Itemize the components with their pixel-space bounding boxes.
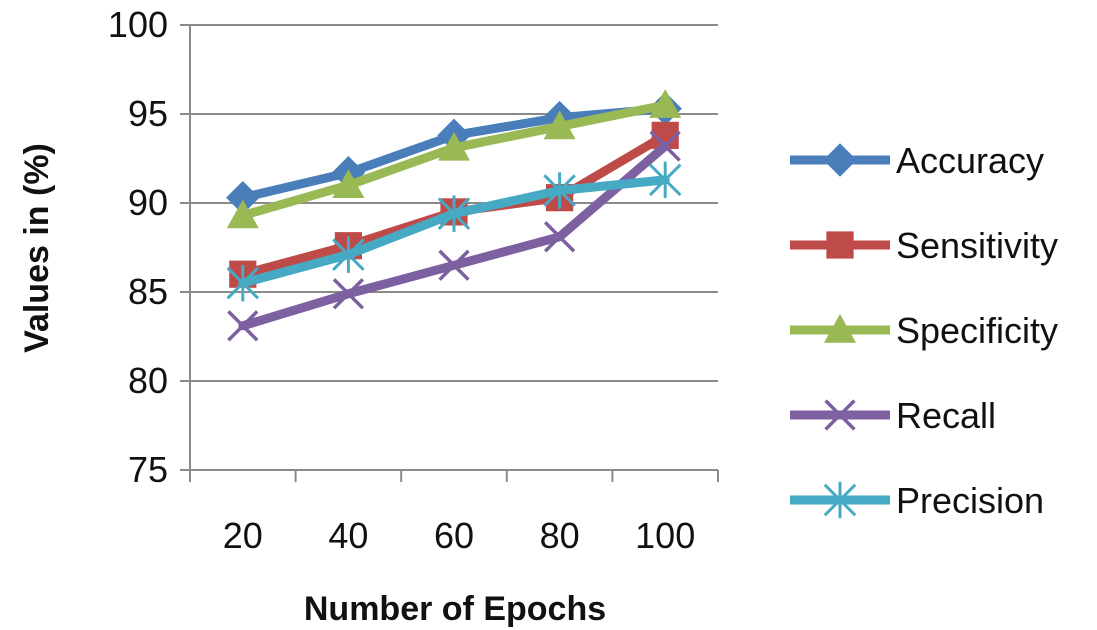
data-point-precision: [543, 172, 576, 209]
series-specificity: [226, 89, 682, 229]
y-axis-title: Values in (%): [18, 143, 56, 353]
x-tick-label: 100: [635, 515, 695, 556]
legend-marker: [823, 143, 857, 177]
legend-label: Accuracy: [896, 140, 1044, 181]
data-point-specificity: [543, 110, 576, 140]
legend-item-sensitivity: Sensitivity: [790, 225, 1058, 266]
legend-marker: [824, 399, 856, 431]
x-tick-labels: 20 40 60 80 100: [223, 515, 695, 556]
y-tick-label: 95: [128, 93, 168, 134]
y-tick-label: 90: [128, 182, 168, 223]
y-tick-labels: 75 80 85 90 95 100: [108, 4, 168, 490]
x-axis-title: Number of Epochs: [304, 590, 606, 628]
legend-label: Sensitivity: [896, 225, 1058, 266]
series: [226, 89, 682, 342]
data-point-precision: [648, 161, 682, 199]
data-point-precision: [332, 236, 365, 273]
legend-label: Recall: [896, 395, 996, 436]
legend-marker: [824, 314, 856, 343]
y-tick-label: 75: [128, 449, 168, 490]
series-precision: [226, 161, 682, 302]
legend-item-accuracy: Accuracy: [790, 140, 1044, 181]
data-point-specificity: [332, 169, 365, 198]
data-point-precision: [437, 195, 471, 232]
series-recall: [227, 130, 681, 342]
legend-item-specificity: Specificity: [790, 310, 1058, 351]
data-point-recall: [438, 249, 470, 281]
x-tick-label: 60: [434, 515, 474, 556]
legend-item-precision: Precision: [790, 480, 1044, 521]
y-tick-label: 100: [108, 4, 168, 45]
legend-item-recall: Recall: [790, 395, 996, 436]
data-point-specificity: [226, 199, 259, 229]
x-tick-label: 40: [328, 515, 368, 556]
axes: [180, 24, 719, 482]
y-tick-label: 85: [128, 271, 168, 312]
data-point-recall: [332, 278, 365, 310]
legend-label: Precision: [896, 480, 1044, 521]
legend-marker: [823, 481, 857, 519]
data-point-recall: [227, 310, 259, 342]
x-tick-label: 80: [540, 515, 580, 556]
legend-label: Specificity: [896, 310, 1058, 351]
legend: Accuracy Sensitivity Specificity Recall Prec…: [790, 140, 1058, 521]
data-point-specificity: [649, 89, 682, 118]
data-point-recall: [649, 130, 681, 162]
data-point-recall: [543, 221, 576, 253]
data-point-precision: [226, 264, 260, 302]
data-point-specificity: [438, 131, 470, 161]
y-tick-label: 80: [128, 360, 168, 401]
x-tick-label: 20: [223, 515, 263, 556]
legend-marker: [826, 231, 854, 259]
